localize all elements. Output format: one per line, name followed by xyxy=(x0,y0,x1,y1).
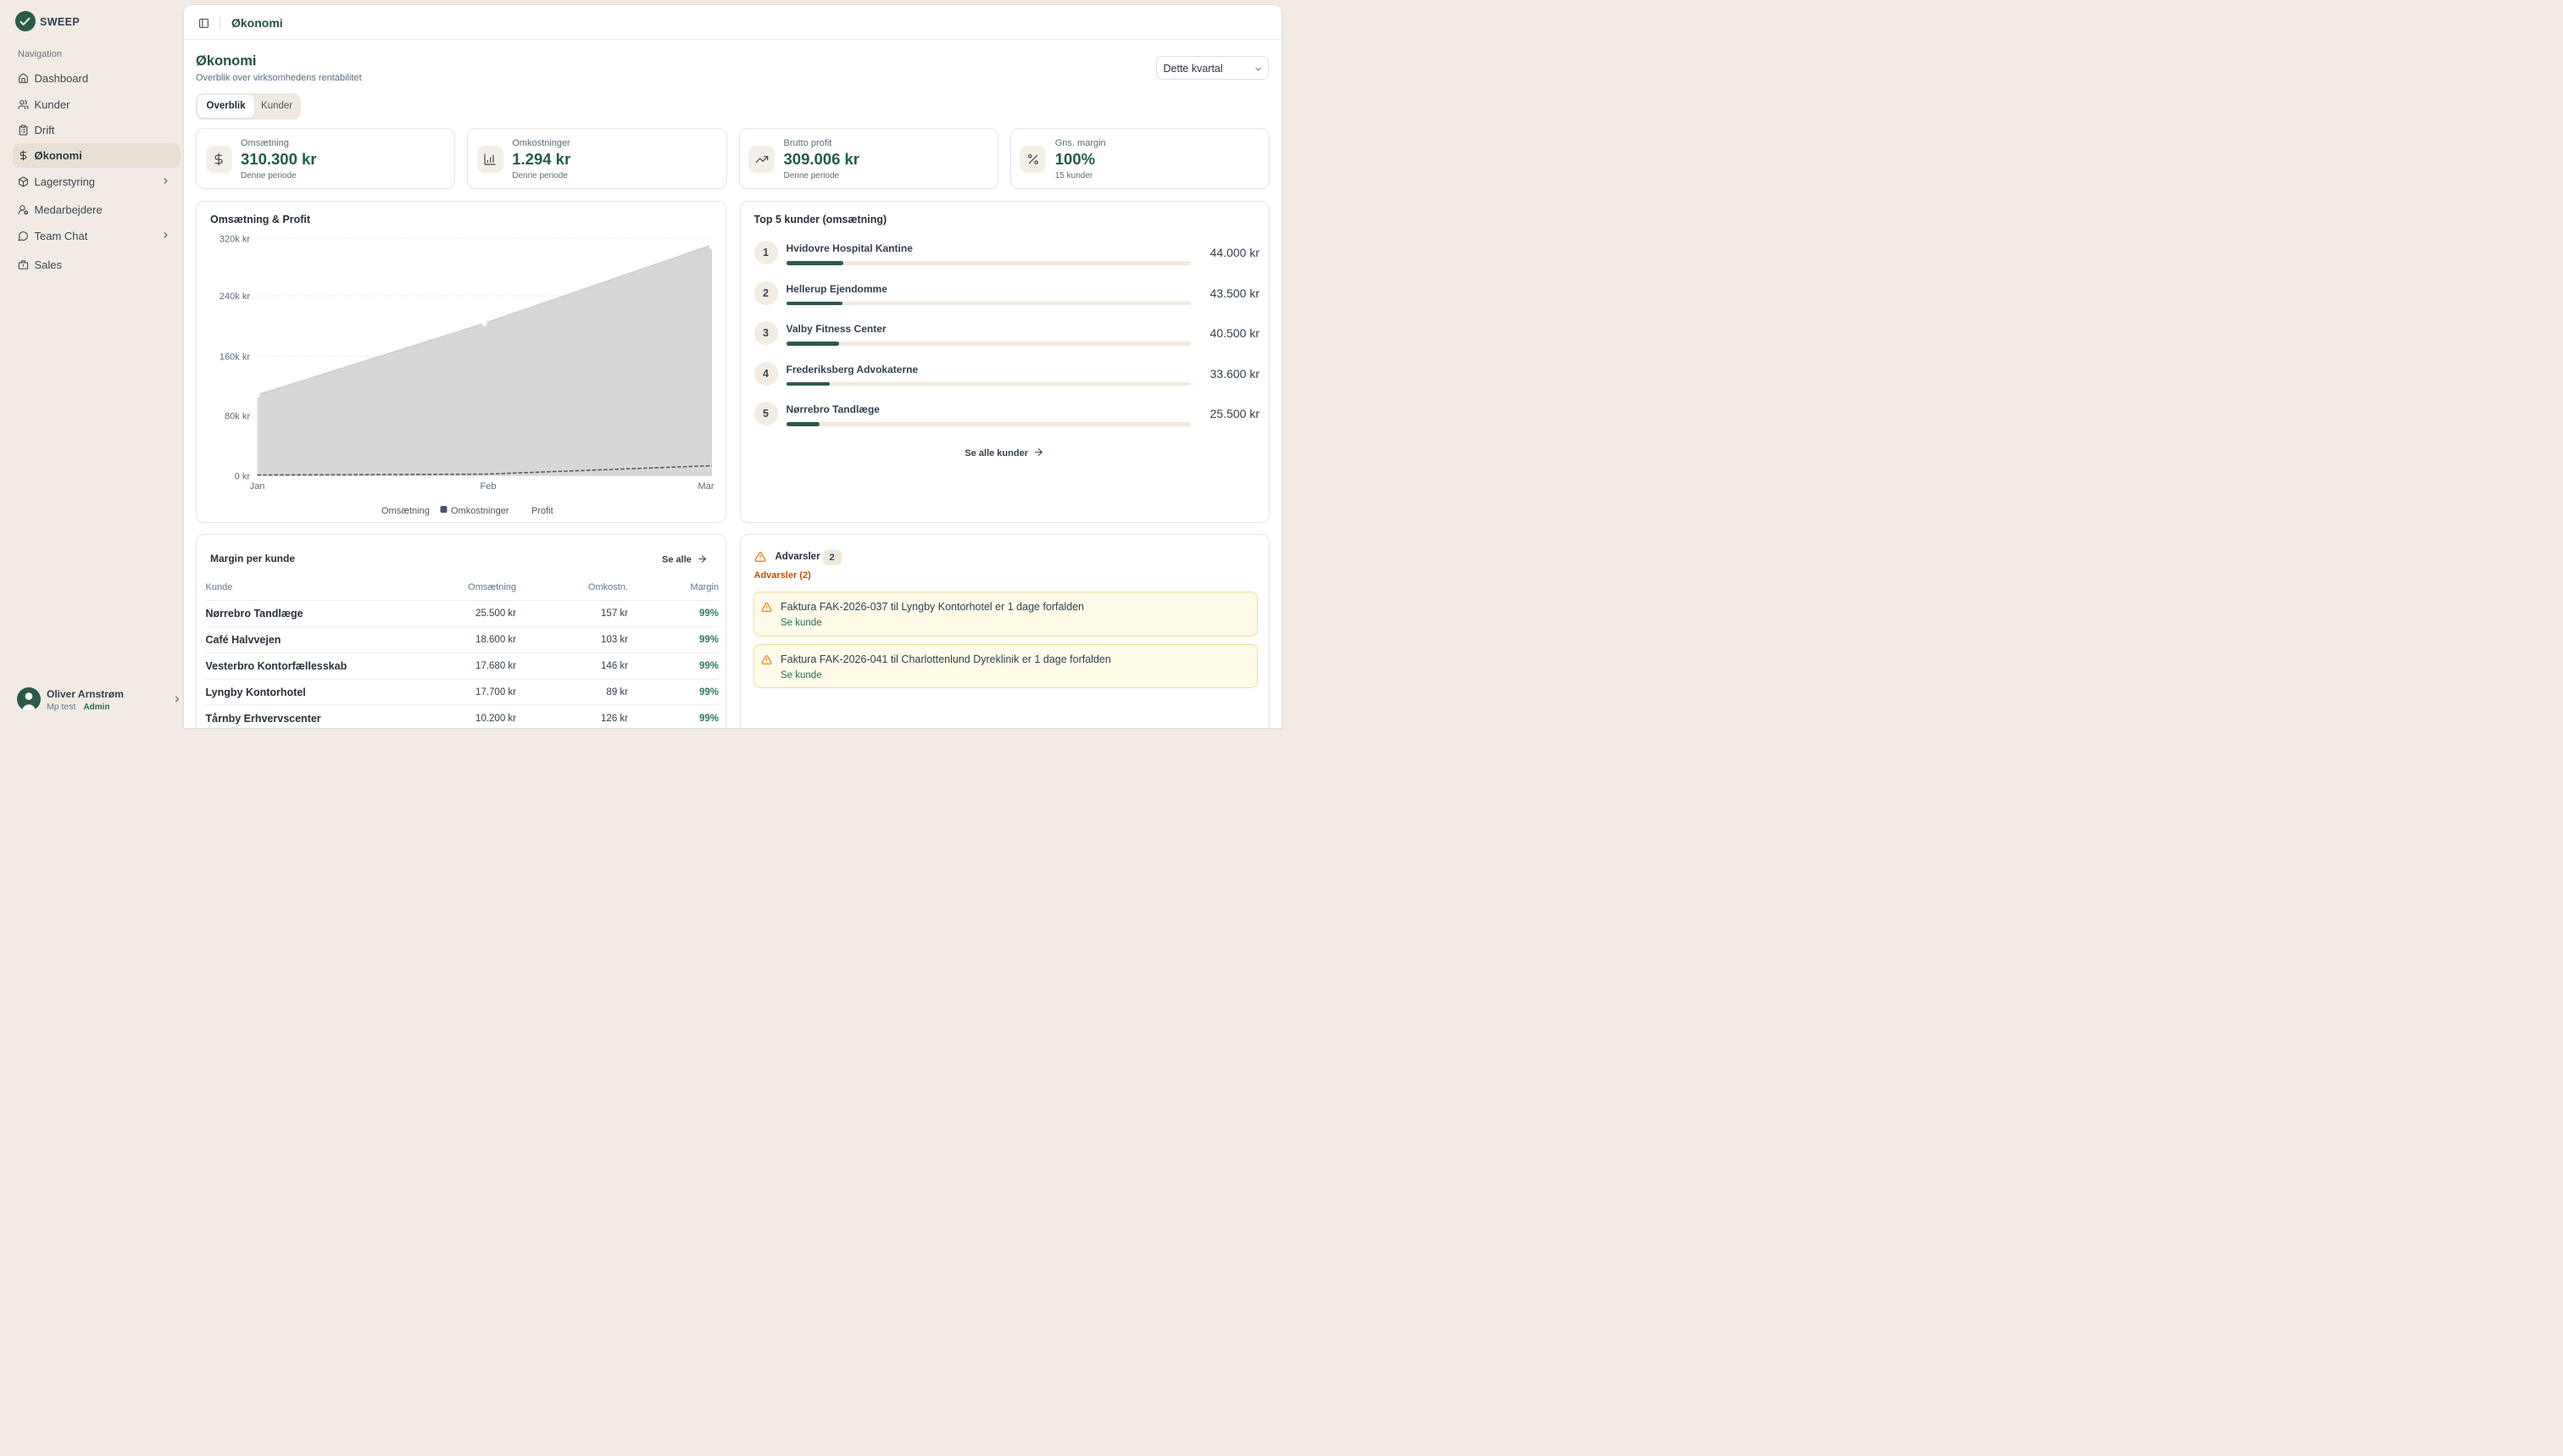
svg-text:Jan: Jan xyxy=(250,481,265,492)
svg-text:Omkostninger: Omkostninger xyxy=(451,506,509,516)
svg-text:Feb: Feb xyxy=(481,481,497,492)
svg-text:0 kr: 0 kr xyxy=(235,472,251,482)
svg-text:160k kr: 160k kr xyxy=(220,353,250,363)
svg-text:240k kr: 240k kr xyxy=(220,292,250,302)
svg-text:Profit: Profit xyxy=(531,506,553,516)
svg-text:Omsætning: Omsætning xyxy=(381,506,430,516)
svg-text:320k kr: 320k kr xyxy=(220,234,250,244)
svg-text:Mar: Mar xyxy=(698,481,714,492)
svg-text:80k kr: 80k kr xyxy=(225,412,250,422)
